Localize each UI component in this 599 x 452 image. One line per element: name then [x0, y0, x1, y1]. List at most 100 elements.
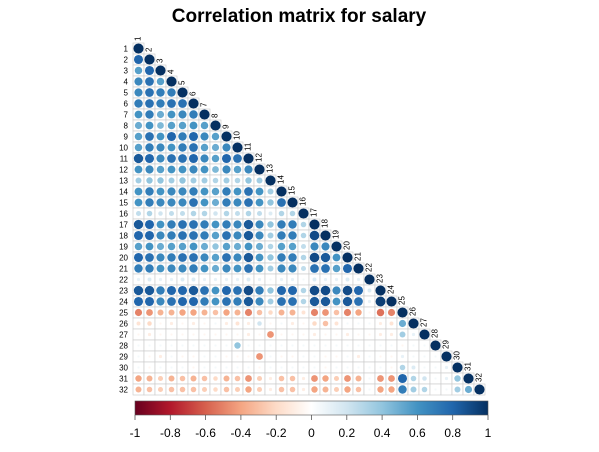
correlation-point: [201, 375, 208, 382]
row-label: 3: [124, 67, 129, 76]
correlation-point: [434, 377, 437, 380]
correlation-point: [225, 366, 228, 369]
correlation-point: [233, 264, 242, 273]
diagonal-labels: 1234567891011121314151617181920212223242…: [134, 36, 484, 382]
correlation-point: [159, 322, 162, 325]
diagonal-label: 15: [288, 186, 297, 195]
correlation-point: [233, 242, 242, 251]
correlation-point: [301, 310, 306, 315]
correlation-point: [203, 344, 206, 347]
row-label: 19: [119, 243, 128, 252]
correlation-point: [192, 333, 195, 336]
correlation-point: [310, 308, 319, 317]
correlation-point: [344, 386, 351, 393]
correlation-point: [133, 230, 144, 241]
correlation-point: [200, 132, 209, 141]
correlation-point: [398, 385, 407, 394]
row-label: 12: [119, 166, 128, 175]
correlation-point: [167, 187, 176, 196]
correlation-point: [179, 386, 186, 393]
correlation-point: [147, 321, 152, 326]
correlation-point: [434, 388, 437, 391]
correlation-point: [291, 333, 294, 336]
correlation-point: [256, 375, 263, 382]
correlation-point: [353, 263, 364, 274]
correlation-point: [134, 88, 143, 97]
correlation-point: [376, 308, 385, 317]
correlation-point: [268, 310, 273, 315]
colorbar-tick-label: -0.2: [266, 426, 287, 440]
correlation-point: [145, 165, 154, 174]
correlation-point: [192, 355, 195, 358]
correlation-point: [156, 220, 165, 229]
correlation-point: [287, 285, 298, 296]
row-label: 25: [119, 309, 128, 318]
correlation-point: [234, 210, 241, 217]
correlation-point: [144, 219, 155, 230]
correlation-point: [189, 220, 198, 229]
correlation-point: [290, 321, 295, 326]
correlation-point: [211, 220, 220, 229]
correlation-point: [145, 132, 154, 141]
correlation-point: [146, 210, 153, 217]
correlation-point: [181, 366, 184, 369]
correlation-point: [321, 242, 330, 251]
correlation-point: [332, 253, 341, 262]
correlation-point: [364, 274, 375, 285]
correlation-point: [368, 311, 371, 314]
correlation-point: [166, 76, 177, 87]
correlation-point: [145, 253, 154, 262]
correlation-point: [158, 211, 163, 216]
correlation-point: [277, 231, 286, 240]
correlation-point: [342, 252, 353, 263]
correlation-point: [156, 110, 165, 119]
correlation-point: [357, 344, 360, 347]
correlation-point: [345, 332, 350, 337]
correlation-point: [222, 242, 231, 251]
correlation-point: [288, 231, 297, 240]
correlation-point: [133, 285, 144, 296]
correlation-point: [225, 333, 228, 336]
correlation-point: [178, 110, 187, 119]
correlation-point: [178, 154, 187, 163]
correlation-point: [342, 263, 353, 274]
correlation-point: [181, 322, 184, 325]
correlation-point: [398, 319, 407, 328]
correlation-point: [290, 277, 295, 282]
correlation-point: [288, 242, 297, 251]
correlation-point: [287, 197, 298, 208]
correlation-point: [258, 366, 261, 369]
diagonal-label: 32: [475, 373, 484, 382]
correlation-point: [233, 154, 242, 163]
correlation-point: [167, 110, 176, 119]
correlation-point: [320, 252, 331, 263]
correlation-point: [188, 296, 199, 307]
correlation-point: [333, 386, 340, 393]
correlation-point: [310, 264, 319, 273]
correlation-point: [224, 321, 229, 326]
correlation-point: [322, 320, 329, 327]
correlation-point: [247, 366, 250, 369]
correlation-point: [268, 376, 273, 381]
correlation-point: [324, 333, 327, 336]
correlation-point: [200, 220, 209, 229]
correlation-point: [368, 322, 371, 325]
correlation-point: [300, 265, 307, 272]
correlation-point: [302, 355, 305, 358]
correlation-point: [178, 264, 187, 273]
correlation-point: [288, 297, 297, 306]
correlation-point: [167, 198, 176, 207]
correlation-point: [243, 296, 254, 307]
correlation-point: [144, 285, 155, 296]
correlation-point: [188, 131, 199, 142]
correlation-point: [144, 296, 155, 307]
correlation-point: [189, 253, 198, 262]
correlation-point: [236, 355, 239, 358]
correlation-point: [170, 344, 173, 347]
row-label: 17: [119, 221, 128, 230]
row-label: 29: [119, 353, 128, 362]
correlation-point: [135, 386, 142, 393]
correlation-point: [355, 375, 362, 382]
correlation-point: [289, 309, 296, 316]
